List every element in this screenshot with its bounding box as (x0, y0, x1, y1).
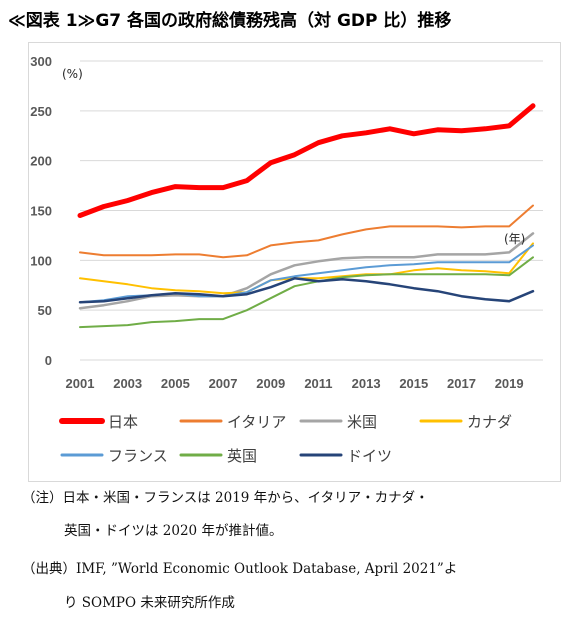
gridlines (80, 60, 543, 361)
note-estimate: （注）日本・米国・フランスは 2019 年から、イタリア・カナダ・ (22, 490, 429, 506)
series-line (79, 242, 534, 295)
x-axis-ticks: 2001 2003 2005 2007 2009 2011 2013 2015 2017 2019 (66, 376, 524, 391)
note-estimate-cont: 英国・ドイツは 2020 年が推計値。 (64, 523, 283, 539)
x-unit-label: (年) (504, 232, 525, 246)
x-tick-label: 2005 (161, 376, 190, 391)
y-tick-label: 50 (38, 303, 52, 318)
x-tick-label: 2009 (256, 376, 285, 391)
legend-label: イタリア (227, 413, 286, 431)
x-tick-label: 2001 (66, 376, 95, 391)
y-tick-label: 250 (30, 104, 52, 119)
note-source-cont: り SOMPO 未来研究所作成 (64, 595, 235, 611)
series-lines (77, 103, 536, 329)
chart-frame (28, 42, 561, 482)
y-tick-label: 200 (30, 154, 52, 169)
series-line (79, 256, 534, 329)
chart-title: ≪図表 1≫G7 各国の政府総債務残高（対 GDP 比）推移 (8, 11, 452, 31)
x-tick-label: 2003 (113, 376, 142, 391)
legend-label: 日本 (108, 413, 138, 431)
y-axis-ticks: 0 50 100 150 200 250 300 (30, 54, 52, 368)
legend-label: 米国 (347, 413, 377, 431)
x-tick-label: 2015 (399, 376, 428, 391)
y-tick-label: 100 (30, 253, 52, 268)
legend-label: フランス (108, 447, 168, 465)
y-tick-label: 0 (45, 353, 52, 368)
series-line (79, 204, 534, 259)
y-tick-label: 300 (30, 54, 52, 69)
legend-label: ドイツ (347, 447, 392, 465)
series-line (77, 103, 536, 218)
legend-label: カナダ (467, 413, 512, 431)
note-source: （出典）IMF, ”World Economic Outlook Databas… (22, 561, 458, 577)
y-unit-label: (%) (62, 67, 83, 81)
x-tick-label: 2019 (495, 376, 524, 391)
x-tick-label: 2011 (304, 376, 332, 391)
legend-label: 英国 (227, 447, 257, 465)
series-line (78, 277, 535, 304)
x-tick-label: 2013 (352, 376, 381, 391)
x-tick-label: 2017 (447, 376, 476, 391)
y-tick-label: 150 (30, 204, 52, 219)
x-tick-label: 2007 (209, 376, 238, 391)
